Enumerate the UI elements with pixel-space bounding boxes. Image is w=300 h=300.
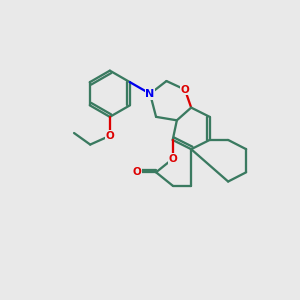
Text: O: O — [181, 85, 189, 94]
Text: O: O — [133, 167, 142, 177]
Text: O: O — [106, 131, 114, 141]
Text: O: O — [168, 154, 177, 164]
Text: N: N — [146, 89, 155, 99]
